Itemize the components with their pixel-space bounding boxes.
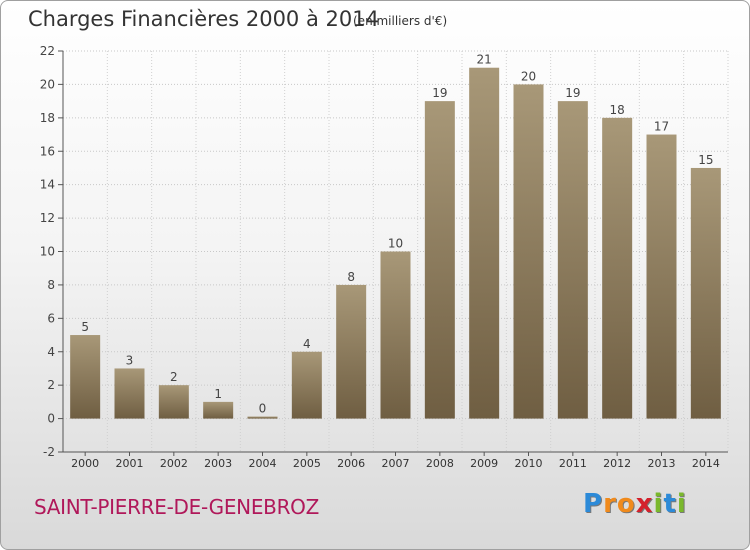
bar <box>646 134 677 419</box>
chart-title: Charges Financières 2000 à 2014 <box>28 7 379 31</box>
data-label: 21 <box>477 53 492 67</box>
bar <box>557 101 588 419</box>
location-name: SAINT-PIERRE-DE-GENEBROZ <box>34 495 320 519</box>
y-tick-label: 0 <box>47 412 55 426</box>
chart-subtitle: (en milliers d'€) <box>353 14 448 28</box>
logo-letter: r <box>603 489 617 519</box>
y-tick-label: -2 <box>43 445 55 459</box>
x-tick-label: 2008 <box>426 457 454 470</box>
y-tick-label: 2 <box>47 378 55 392</box>
y-tick-label: 12 <box>40 211 55 225</box>
logo-letter: x <box>635 489 654 519</box>
x-tick-label: 2012 <box>603 457 631 470</box>
bar <box>70 335 101 419</box>
bar <box>291 351 322 419</box>
y-tick-label: 22 <box>40 44 55 58</box>
bar <box>380 251 411 419</box>
x-tick-label: 2013 <box>648 457 676 470</box>
bar <box>602 117 633 419</box>
y-tick-label: 4 <box>47 345 55 359</box>
bars <box>70 67 721 419</box>
data-label: 0 <box>259 402 267 416</box>
bar <box>158 385 189 419</box>
bar <box>114 368 145 419</box>
bar <box>247 416 278 419</box>
data-label: 20 <box>521 69 536 83</box>
logo-letter: i <box>676 489 687 519</box>
x-tick-label: 2011 <box>559 457 587 470</box>
y-tick-label: 16 <box>40 144 55 158</box>
x-tick-label: 2003 <box>204 457 232 470</box>
y-tick-label: 18 <box>40 111 55 125</box>
bar <box>690 167 721 419</box>
x-tick-label: 2010 <box>515 457 543 470</box>
logo-letter: t <box>663 489 677 519</box>
data-label: 10 <box>388 237 403 251</box>
y-tick-label: 20 <box>40 77 55 91</box>
x-tick-label: 2007 <box>382 457 410 470</box>
proxiti-logo: Proxiti <box>583 489 687 519</box>
data-label: 8 <box>347 270 355 284</box>
y-tick-label: 8 <box>47 278 55 292</box>
data-label: 18 <box>610 103 625 117</box>
x-tick-label: 2001 <box>116 457 144 470</box>
logo-letter: P <box>583 489 604 519</box>
data-label: 1 <box>214 387 222 401</box>
data-label: 5 <box>81 320 89 334</box>
bar <box>336 284 367 419</box>
data-label: 15 <box>698 153 713 167</box>
x-tick-label: 2004 <box>249 457 277 470</box>
data-label: 17 <box>654 120 669 134</box>
data-label: 3 <box>126 353 134 367</box>
bar <box>513 84 544 419</box>
data-label: 4 <box>303 337 311 351</box>
x-tick-label: 2005 <box>293 457 321 470</box>
bar <box>203 401 234 419</box>
logo-letter: i <box>653 489 664 519</box>
x-tick-label: 2014 <box>692 457 720 470</box>
data-label: 19 <box>432 86 447 100</box>
bar <box>424 101 455 419</box>
x-tick-label: 2009 <box>470 457 498 470</box>
bar <box>469 67 500 419</box>
x-tick-label: 2006 <box>337 457 365 470</box>
logo-letter: o <box>616 489 636 519</box>
y-tick-label: 14 <box>40 178 55 192</box>
y-tick-label: 10 <box>40 245 55 259</box>
x-tick-label: 2000 <box>71 457 99 470</box>
grid-lines <box>62 50 729 453</box>
data-label: 2 <box>170 370 178 384</box>
data-label: 19 <box>565 86 580 100</box>
y-tick-label: 6 <box>47 311 55 325</box>
x-tick-label: 2002 <box>160 457 188 470</box>
